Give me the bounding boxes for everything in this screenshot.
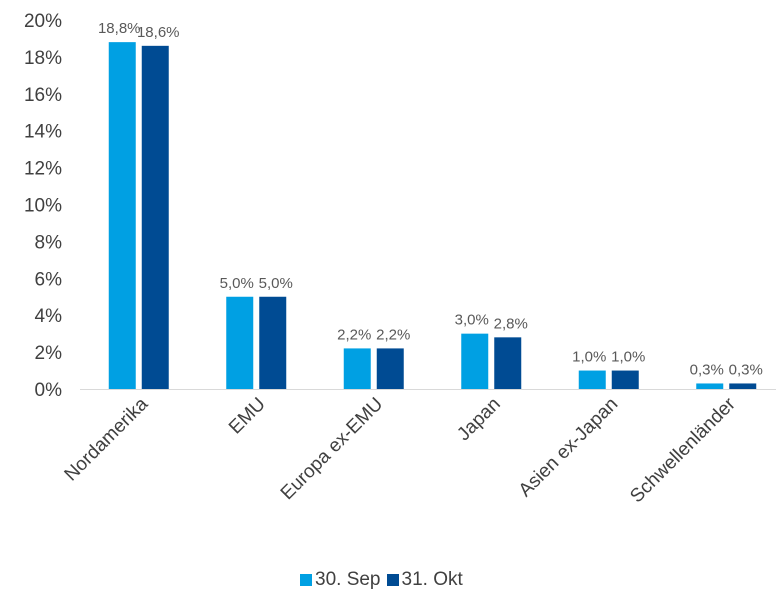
x-tick-label: EMU — [225, 394, 270, 439]
data-label: 2,2% — [337, 326, 371, 343]
x-tick-label: Nordamerika — [61, 393, 153, 485]
bar-series-1 — [461, 333, 489, 389]
y-tick-label: 14% — [24, 122, 62, 143]
bar-series-1 — [343, 348, 371, 389]
data-labels: 18,8%18,6% 5,0% 5,0% 2,2% 2,2% 3,0% 2,8% 1,0% 1,… — [98, 20, 763, 378]
x-tick-label: Japan — [453, 394, 504, 445]
bar-series-2 — [611, 370, 639, 389]
data-label: 18,8% — [98, 20, 141, 37]
bar-series-2 — [259, 296, 287, 389]
legend-label-series-1: 30. Sep — [315, 569, 381, 590]
y-axis: 0% 2% 4% 6% 8% 10% 12% 14% 16% 18% 20% — [24, 11, 62, 401]
y-tick-label: 10% — [24, 196, 62, 217]
x-tick-label: Asien ex-Japan — [515, 394, 622, 501]
bar-series-2 — [494, 337, 522, 389]
bars — [108, 42, 757, 390]
bar-series-2 — [141, 45, 169, 390]
legend-swatch-series-2 — [386, 574, 399, 586]
data-label: 0,3% — [729, 361, 763, 378]
bar-series-2 — [376, 348, 404, 389]
data-label: 3,0% — [455, 312, 489, 329]
y-tick-label: 0% — [35, 380, 63, 401]
data-label: 18,6% — [137, 24, 180, 41]
data-label: 2,8% — [494, 315, 528, 332]
y-tick-label: 6% — [35, 269, 63, 290]
bar-series-2 — [729, 383, 757, 389]
y-tick-label: 4% — [35, 306, 63, 327]
legend-item-series-1: 30. Sep — [300, 569, 381, 591]
data-label: 2,2% — [376, 326, 410, 343]
bar-series-1 — [108, 42, 136, 389]
y-tick-label: 2% — [35, 343, 63, 364]
legend-item-series-2: 31. Okt — [386, 569, 463, 591]
legend-label-series-2: 31. Okt — [401, 569, 463, 590]
x-tick-label: Europa ex-EMU — [277, 394, 387, 504]
data-label: 5,0% — [220, 275, 254, 292]
x-axis: Nordamerika EMU Europa ex-EMU Japan Asien ex… — [61, 389, 776, 507]
y-tick-label: 12% — [24, 159, 62, 180]
bar-series-1 — [696, 383, 724, 389]
y-tick-label: 16% — [24, 85, 62, 106]
y-tick-label: 18% — [24, 48, 62, 69]
data-label: 1,0% — [611, 349, 645, 366]
legend: 30. Sep 31. Okt — [300, 569, 520, 591]
bar-series-1 — [226, 296, 254, 389]
data-label: 5,0% — [259, 275, 293, 292]
y-tick-label: 20% — [24, 11, 62, 32]
data-label: 0,3% — [690, 361, 724, 378]
x-tick-label: Schwellenländer — [626, 393, 740, 507]
y-tick-label: 8% — [35, 232, 63, 253]
legend-swatch-series-1 — [300, 574, 312, 586]
bar-series-1 — [578, 370, 606, 389]
data-label: 1,0% — [572, 349, 606, 366]
